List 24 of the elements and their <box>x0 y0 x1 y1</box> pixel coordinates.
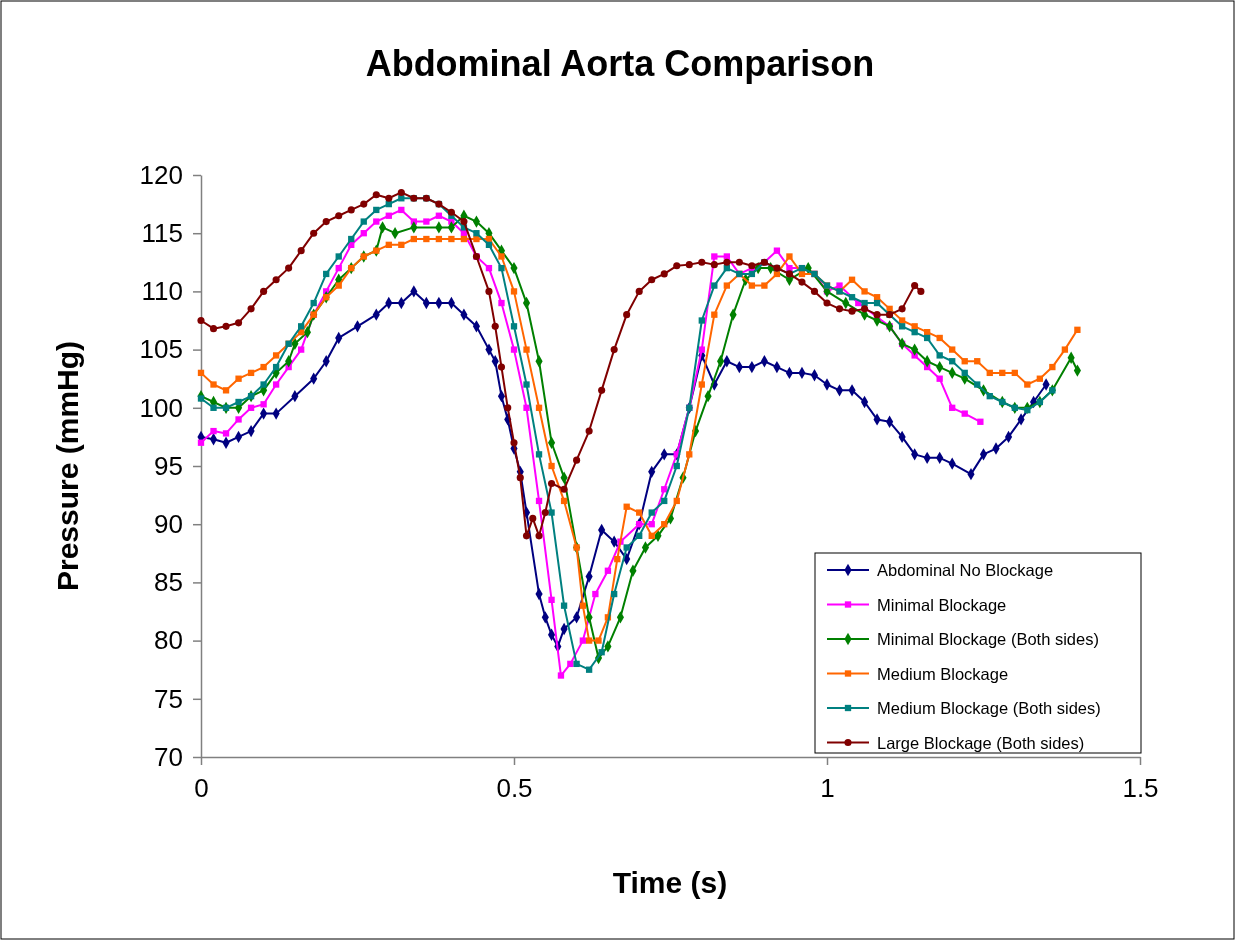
y-axis-title: Pressure (mmHg) <box>51 340 84 592</box>
y-tick-label: 120 <box>139 159 183 190</box>
y-tick-label: 115 <box>141 218 183 249</box>
legend-label: Medium Blockage <box>877 664 1009 683</box>
y-tick-label: 90 <box>154 509 183 540</box>
y-tick-label: 110 <box>141 276 183 307</box>
legend-label: Minimal Blockage <box>877 595 1007 614</box>
y-tick-label: 70 <box>154 741 183 772</box>
y-tick-label: 75 <box>154 683 183 714</box>
y-tick-label: 105 <box>139 334 183 365</box>
y-tick-label: 100 <box>139 392 183 423</box>
x-tick-label: 0 <box>194 773 209 804</box>
x-tick-label: 1 <box>820 773 835 804</box>
y-tick-label: 80 <box>154 625 183 656</box>
x-axis-title: Time (s) <box>612 866 728 899</box>
legend-label: Minimal Blockage (Both sides) <box>877 630 1099 648</box>
legend-label: Large Blockage (Both sides) <box>877 733 1085 752</box>
legend-label: Abdominal No Blockage <box>877 561 1054 579</box>
y-tick-label: 85 <box>154 567 183 598</box>
y-tick-label: 95 <box>154 450 183 481</box>
x-tick-label: 1.5 <box>1122 773 1159 804</box>
x-tick-label: 0.5 <box>496 773 533 804</box>
legend-label: Medium Blockage (Both sides) <box>877 699 1101 717</box>
chart-title: Abdominal Aorta Comparison <box>365 43 875 84</box>
